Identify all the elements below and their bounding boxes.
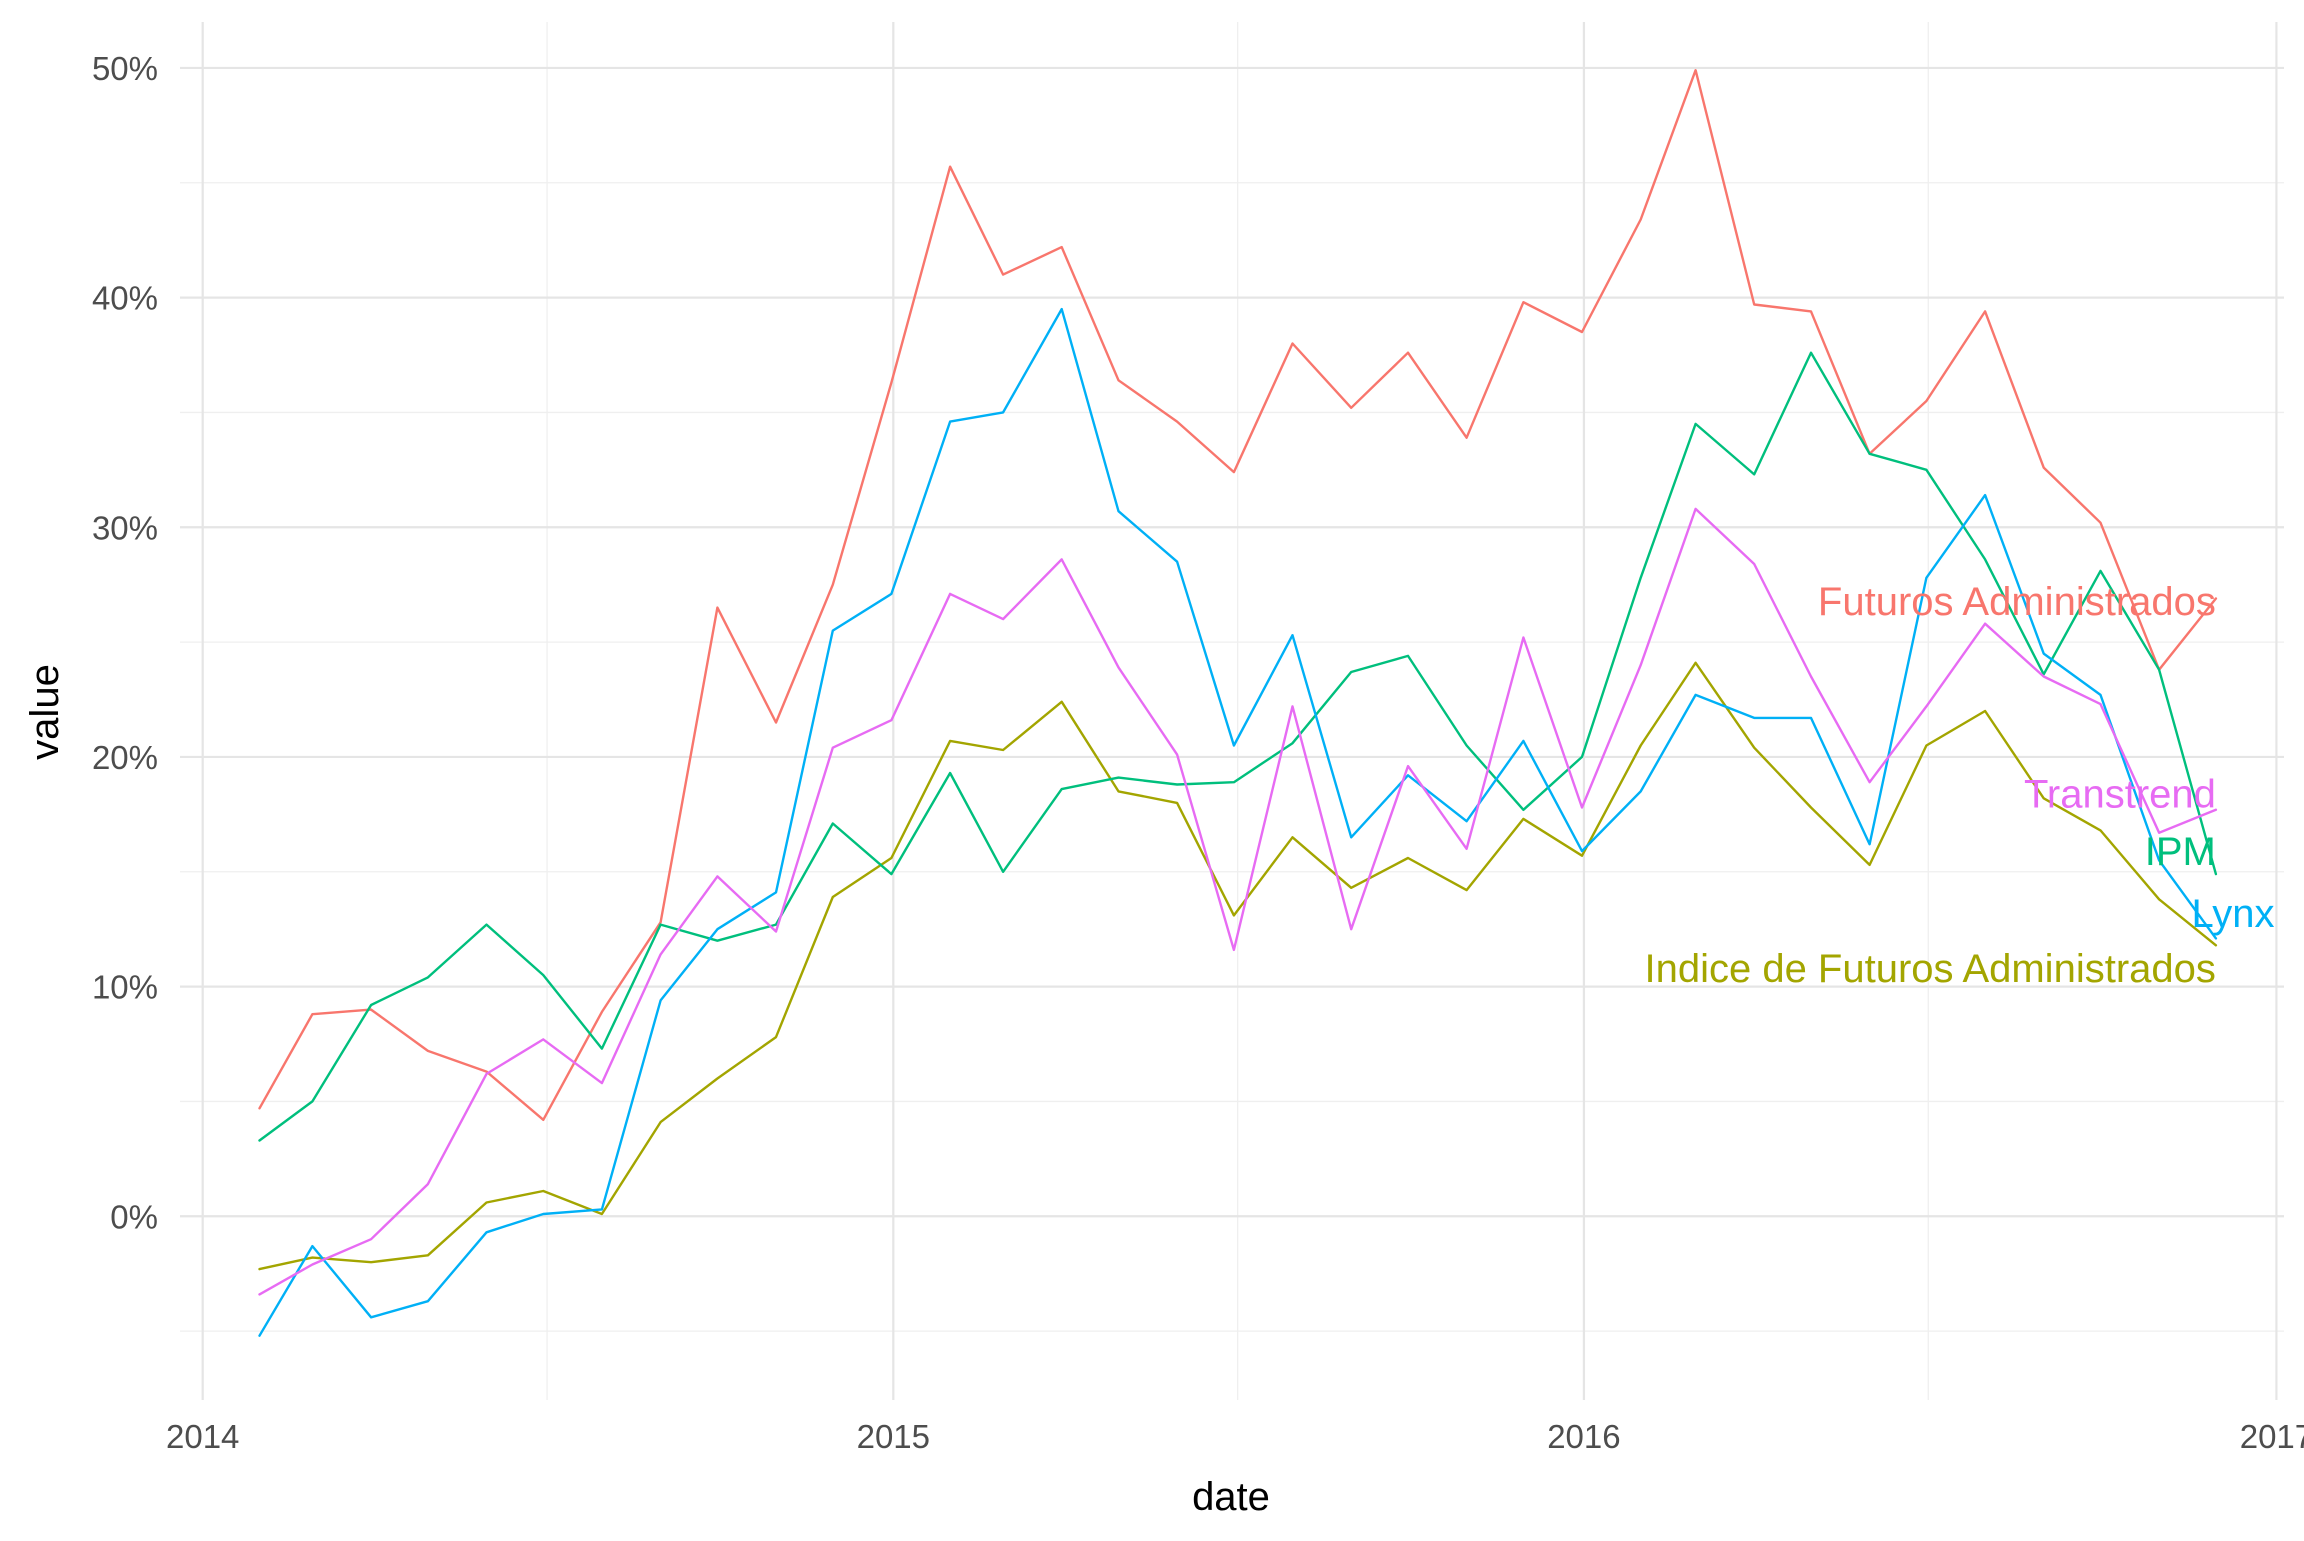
major-gridlines [180,22,2284,1400]
x-axis-title: date [1192,1475,1270,1519]
y-tick-label: 30% [92,509,158,546]
series-label-0: Futuros Administrados [1818,580,2216,624]
series-line-4 [258,507,2218,1296]
series-label-2: IPM [2145,830,2216,874]
y-tick-label: 10% [92,969,158,1006]
x-tick-label: 2015 [857,1418,930,1455]
x-tick-label: 2014 [166,1418,239,1455]
y-tick-label: 0% [110,1198,158,1235]
y-axis-tick-labels: 0% 10% 20% 30% 40% 50% [92,50,158,1235]
series-label-1: Transtrend [2024,773,2216,817]
minor-gridlines [180,22,2284,1400]
y-tick-label: 40% [92,280,158,317]
y-tick-label: 50% [92,50,158,87]
series-line-2 [258,351,2218,1142]
series-label-4: Indice de Futuros Administrados [1644,947,2215,991]
series-line-0 [258,68,2218,1122]
x-tick-label: 2017 [2240,1418,2304,1455]
series-label-3: Lynx [2192,892,2275,936]
y-tick-label: 20% [92,739,158,776]
series-labels: Futuros Administrados Transtrend IPM Lynx In… [1644,580,2274,991]
series-lines [258,68,2218,1337]
y-axis-title: value [23,664,67,760]
x-tick-label: 2016 [1547,1418,1620,1455]
series-line-1 [258,661,2218,1271]
x-axis-tick-labels: 2014 2015 2016 2017 [166,1418,2304,1455]
